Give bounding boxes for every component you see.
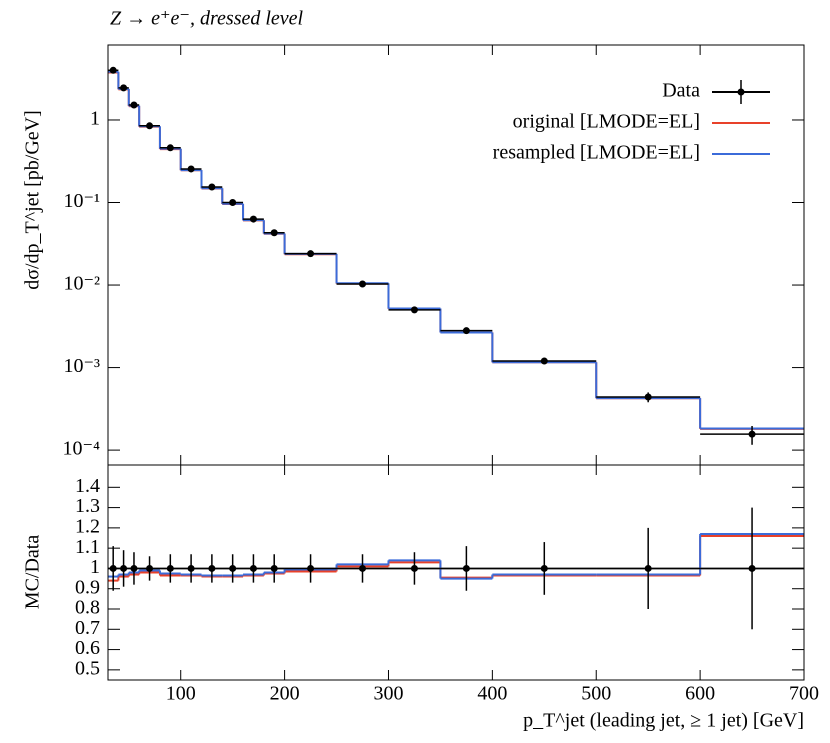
data-point xyxy=(249,215,257,223)
data-point xyxy=(208,564,216,572)
y-tick-label: 1.2 xyxy=(75,515,100,537)
chart-title: Z → e⁺e⁻, dressed level xyxy=(110,8,304,30)
data-point xyxy=(249,564,257,572)
data-point xyxy=(748,430,756,438)
data-point xyxy=(130,101,138,109)
ratio-y-axis-label: MC/Data xyxy=(22,535,44,610)
legend-label: Data xyxy=(662,80,700,102)
y-tick-label: 1.1 xyxy=(75,536,100,558)
data-point xyxy=(359,280,367,288)
data-point xyxy=(307,564,315,572)
data-point xyxy=(644,393,652,401)
y-tick-label: 10⁻¹ xyxy=(63,190,100,212)
data-point xyxy=(120,564,128,572)
y-tick-label: 0.8 xyxy=(75,597,100,619)
data-point xyxy=(166,144,174,152)
data-point xyxy=(130,564,138,572)
data-point xyxy=(644,564,652,572)
data-point xyxy=(410,306,418,314)
y-axis-label: dσ/dp_T^jet [pb/GeV] xyxy=(22,110,44,290)
data-point xyxy=(462,564,470,572)
data-point xyxy=(187,564,195,572)
data-point xyxy=(187,165,195,173)
y-tick-label: 1.3 xyxy=(75,495,100,517)
data-point xyxy=(270,229,278,237)
y-tick-label: 10⁻³ xyxy=(63,355,100,377)
data-point xyxy=(166,564,174,572)
y-tick-label: 10⁻² xyxy=(63,273,100,295)
data-point xyxy=(229,564,237,572)
y-tick-label: 0.9 xyxy=(75,576,100,598)
data-point xyxy=(410,564,418,572)
x-tick-label: 600 xyxy=(685,683,715,705)
x-axis-label: p_T^jet (leading jet, ≥ 1 jet) [GeV] xyxy=(523,710,804,732)
legend-swatch xyxy=(737,88,745,96)
frame xyxy=(107,464,805,681)
data-point xyxy=(146,564,154,572)
y-tick-label: 1 xyxy=(90,556,100,578)
x-tick-label: 300 xyxy=(373,683,403,705)
data-point xyxy=(109,564,117,572)
data-point xyxy=(462,327,470,335)
data-point xyxy=(540,357,548,365)
data-point xyxy=(307,250,315,258)
x-tick-label: 400 xyxy=(477,683,507,705)
legend-label: resampled [LMODE=EL] xyxy=(493,142,700,164)
x-tick-label: 100 xyxy=(166,683,196,705)
data-point xyxy=(120,84,128,92)
y-tick-label: 1 xyxy=(90,108,100,130)
data-point xyxy=(748,564,756,572)
x-tick-label: 500 xyxy=(581,683,611,705)
y-tick-label: 0.5 xyxy=(75,657,100,679)
data-point xyxy=(229,199,237,207)
data-point xyxy=(109,66,117,74)
y-tick-label: 0.6 xyxy=(75,637,100,659)
y-tick-label: 0.7 xyxy=(75,617,100,639)
y-tick-label: 1.4 xyxy=(75,475,100,497)
data-point xyxy=(208,183,216,191)
data-point xyxy=(359,564,367,572)
data-point xyxy=(540,564,548,572)
legend-label: original [LMODE=EL] xyxy=(513,111,700,133)
data-point xyxy=(270,564,278,572)
data-point xyxy=(146,122,154,130)
x-tick-label: 700 xyxy=(789,683,819,705)
y-tick-label: 10⁻⁴ xyxy=(62,438,100,460)
x-tick-label: 200 xyxy=(270,683,300,705)
